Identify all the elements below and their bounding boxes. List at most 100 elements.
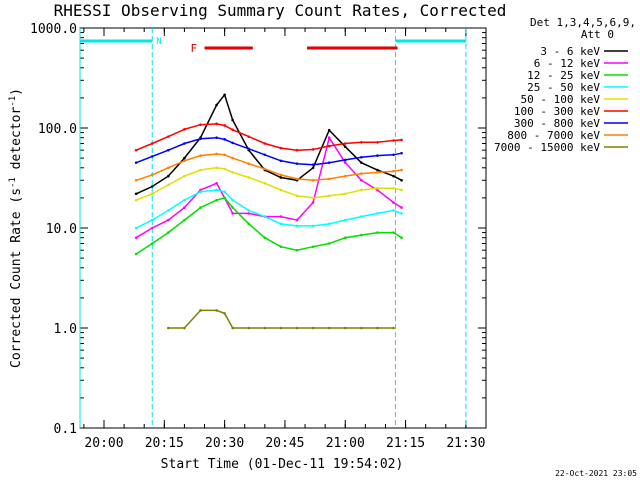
data-point — [343, 236, 347, 239]
data-point — [295, 248, 299, 252]
y-tick-label: 1.0 — [54, 322, 77, 337]
data-point — [392, 326, 395, 330]
legend-label: 25 - 50 keV — [527, 81, 600, 94]
data-point — [360, 188, 363, 192]
data-point — [311, 201, 315, 204]
data-point — [343, 192, 347, 196]
data-point — [134, 252, 138, 256]
detector-info-line: Det 1,3,4,5,6,9, — [530, 16, 636, 29]
plot-area — [79, 27, 487, 429]
data-point — [311, 163, 315, 166]
data-point — [134, 178, 138, 182]
data-point — [279, 222, 283, 226]
data-point — [295, 148, 299, 152]
data-point — [199, 188, 202, 192]
x-tick-label: 20:45 — [265, 436, 304, 451]
data-point — [392, 231, 395, 234]
legend-label: 7000 - 15000 keV — [494, 141, 600, 154]
data-point — [279, 188, 283, 192]
detector-info: Det 1,3,4,5,6,9, Att 0 — [530, 16, 636, 41]
data-point — [392, 169, 395, 173]
data-point — [295, 162, 299, 165]
data-point — [295, 326, 299, 330]
y-tick-label: 1000.0 — [30, 22, 77, 37]
data-point — [392, 139, 395, 142]
data-point — [215, 309, 218, 312]
data-point — [231, 212, 234, 215]
data-point — [343, 142, 347, 145]
data-point — [183, 326, 186, 330]
data-point — [199, 123, 202, 126]
data-point — [183, 159, 186, 163]
data-point — [295, 177, 299, 181]
data-point — [167, 218, 170, 222]
data-point — [223, 93, 226, 97]
data-point — [343, 174, 347, 178]
series-line — [135, 189, 402, 229]
data-point — [376, 168, 379, 172]
data-point — [247, 209, 251, 212]
data-point — [392, 153, 395, 157]
data-point — [360, 172, 363, 175]
data-point — [311, 148, 315, 151]
data-point — [183, 128, 186, 131]
data-point — [295, 194, 299, 198]
data-point — [167, 174, 170, 178]
data-point — [376, 326, 379, 330]
data-point — [376, 171, 379, 174]
data-point — [223, 153, 226, 157]
data-point — [231, 198, 234, 202]
data-point — [295, 224, 299, 228]
data-point — [167, 148, 170, 152]
data-point — [360, 326, 363, 330]
data-point — [279, 173, 283, 177]
data-point — [215, 136, 218, 139]
data-point — [167, 326, 170, 330]
x-axis-label: Start Time (01-Dec-11 19:54:02) — [161, 457, 404, 472]
data-point — [223, 138, 226, 141]
data-point — [376, 140, 379, 144]
data-point — [231, 206, 234, 209]
data-point — [183, 206, 186, 209]
x-tick-label: 21:30 — [446, 436, 485, 451]
data-point — [183, 156, 186, 160]
data-point — [311, 245, 315, 249]
y-axis: 1000.0 100.0 10.0 1.0 0.1 — [30, 22, 486, 437]
data-point — [327, 242, 331, 245]
data-point — [279, 159, 283, 163]
data-point — [150, 192, 154, 196]
data-point — [183, 198, 186, 202]
data-point — [263, 142, 267, 145]
data-point — [247, 222, 251, 226]
data-point — [247, 135, 251, 138]
legend-label: 6 - 12 keV — [534, 57, 601, 70]
data-point — [376, 154, 379, 157]
data-point — [360, 140, 363, 144]
data-point — [343, 158, 347, 162]
data-point — [327, 326, 331, 330]
data-point — [215, 188, 218, 192]
data-point — [263, 167, 267, 171]
legend-label: 300 - 800 keV — [514, 117, 600, 130]
data-point — [327, 161, 331, 164]
data-point — [199, 190, 202, 194]
data-point — [150, 226, 154, 230]
x-tick-label: 20:00 — [84, 436, 123, 451]
data-point — [223, 124, 226, 127]
data-point — [279, 176, 283, 179]
data-point — [392, 201, 395, 204]
data-point — [400, 178, 403, 182]
data-point — [150, 173, 154, 177]
series-lines — [134, 93, 403, 330]
timestamp: 22-Oct-2021 23:05 — [555, 469, 637, 478]
data-point — [167, 209, 170, 212]
data-point — [376, 231, 379, 234]
x-tick-label: 20:30 — [205, 436, 244, 451]
data-point — [167, 231, 170, 234]
night-marker-label: N — [156, 37, 161, 47]
data-point — [231, 118, 234, 122]
data-point — [215, 166, 218, 170]
data-point — [327, 128, 331, 132]
data-point — [400, 138, 403, 142]
